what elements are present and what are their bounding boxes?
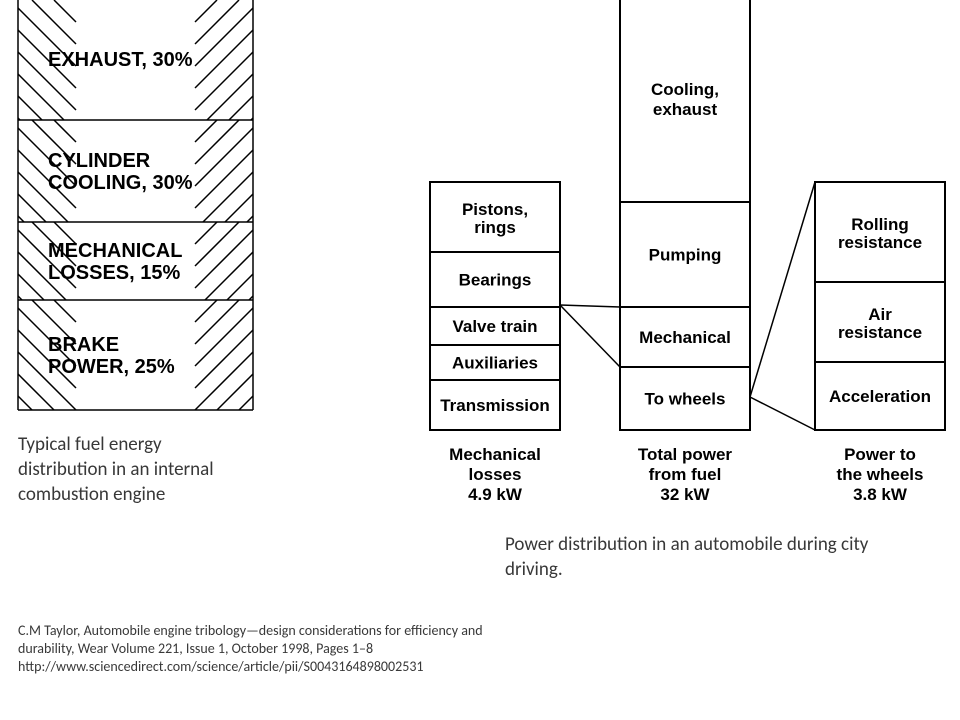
box-label: Rolling [851,215,909,234]
box-label: Bearings [459,271,532,290]
column-footer: 4.9 kW [468,485,523,504]
citation-line: C.M Taylor, Automobile engine tribology—… [18,622,483,639]
right-caption: Power distribution in an automobile duri… [505,533,869,556]
box-label: Acceleration [829,387,931,406]
connector-line [750,397,815,430]
column-footer: losses [469,465,522,484]
left-seg-label2: POWER, 25% [48,356,175,378]
column-footer: from fuel [649,465,722,484]
box-label: Transmission [440,396,550,415]
left-seg-label: MECHANICAL [48,240,182,262]
right-power-diagram: Pistons,rings Bearings Valve train Auxiliar… [430,0,945,504]
column-footer: 3.8 kW [853,485,908,504]
box-label: Valve train [452,317,537,336]
left-seg-label2: LOSSES, 15% [48,262,180,284]
column-footer: 32 kW [660,485,710,504]
left-seg-label: EXHAUST, 30% [48,49,193,71]
left-seg-label: BRAKE [48,334,119,356]
box-label2: resistance [838,233,922,252]
connector-line [750,182,815,397]
column-footer: Total power [638,445,733,464]
citation-line: http://www.sciencedirect.com/science/art… [18,658,424,675]
left-caption: distribution in an internal [18,458,214,481]
box-label: Pistons, [462,200,528,219]
column-footer: the wheels [837,465,924,484]
box-label2: exhaust [653,100,718,119]
left-energy-bar: EXHAUST, 30% CYLINDERCOOLING, 30% MECHANIC… [18,0,253,410]
citation-line: durability, Wear Volume 221, Issue 1, Oc… [18,640,373,657]
box-label2: rings [474,218,516,237]
diagram-canvas: EXHAUST, 30% CYLINDERCOOLING, 30% MECHANIC… [0,0,960,720]
right-caption: driving. [505,558,563,581]
box-label: To wheels [645,390,726,409]
connector-line [560,305,620,367]
box-label: Air [868,305,892,324]
left-caption: Typical fuel energy [18,433,162,456]
box-label2: resistance [838,323,922,342]
box-label: Cooling, [651,80,719,99]
left-seg-label: CYLINDER [48,150,151,172]
left-seg-label2: COOLING, 30% [48,172,193,194]
column-footer: Power to [844,445,916,464]
connector-line [560,305,620,307]
box-label: Auxiliaries [452,354,538,373]
column-footer: Mechanical [449,445,541,464]
box-label: Mechanical [639,328,731,347]
box-label: Pumping [649,246,722,265]
left-caption: combustion engine [18,483,165,506]
